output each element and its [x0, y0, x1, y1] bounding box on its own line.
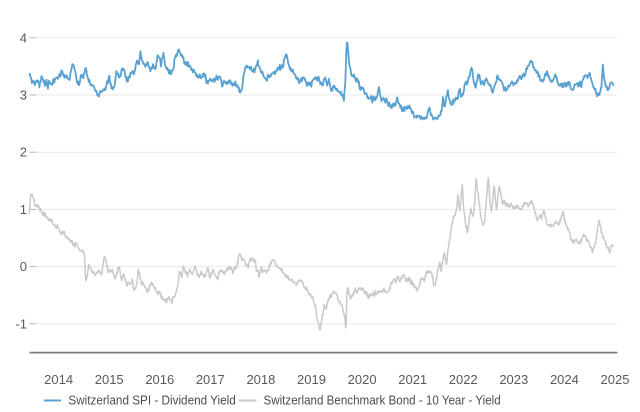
- svg-text:2025: 2025: [601, 372, 630, 387]
- svg-text:2019: 2019: [297, 372, 326, 387]
- svg-text:2016: 2016: [145, 372, 174, 387]
- svg-text:1: 1: [20, 202, 27, 217]
- svg-text:2022: 2022: [449, 372, 478, 387]
- svg-text:2014: 2014: [44, 372, 73, 387]
- svg-text:-1: -1: [15, 316, 27, 331]
- svg-text:2023: 2023: [499, 372, 528, 387]
- svg-text:Switzerland SPI - Dividend Yie: Switzerland SPI - Dividend Yield: [68, 394, 235, 408]
- svg-text:2015: 2015: [95, 372, 124, 387]
- svg-text:3: 3: [20, 88, 27, 103]
- svg-text:2018: 2018: [246, 372, 275, 387]
- svg-text:2020: 2020: [348, 372, 377, 387]
- svg-text:0: 0: [20, 259, 27, 274]
- svg-text:2024: 2024: [550, 372, 579, 387]
- svg-text:Switzerland Benchmark Bond - 1: Switzerland Benchmark Bond - 10 Year - Y…: [264, 394, 501, 408]
- svg-text:2021: 2021: [398, 372, 427, 387]
- svg-text:4: 4: [20, 30, 27, 45]
- svg-text:2: 2: [20, 145, 27, 160]
- svg-text:2017: 2017: [196, 372, 225, 387]
